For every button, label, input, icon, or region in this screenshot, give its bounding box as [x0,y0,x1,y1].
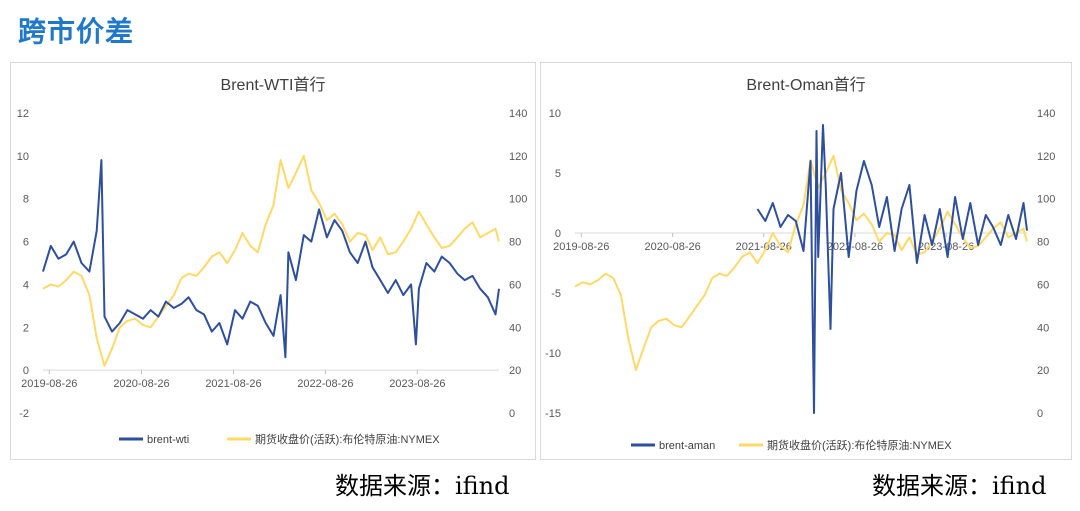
series-line-brent-price [42,154,500,367]
y-left-tick-label: 6 [23,237,29,249]
y-left-tick-label: -10 [545,348,561,360]
chart-title: Brent-WTI首行 [221,76,326,94]
y-left-tick-label: 12 [17,108,29,120]
page-title: 跨市价差 [18,15,135,48]
x-tick-label: 2022-08-26 [297,378,353,390]
legend-label: 期货收盘价(活跃):布伦特原油:NYMEX [767,438,952,452]
y-left-tick-label: 5 [555,168,561,180]
y-right-tick-label: 80 [509,237,521,249]
y-right-tick-label: 60 [1037,279,1049,291]
x-tick-label: 2020-08-26 [113,378,169,390]
y-right-tick-label: 100 [1037,194,1055,206]
y-right-tick-label: 0 [1037,408,1043,420]
y-right-tick-label: 80 [1037,237,1049,249]
x-tick-label: 2022-08-26 [827,241,883,253]
chart-brent-wti: Brent-WTI首行-2024681012020406080100120140… [17,76,528,446]
y-left-tick-label: -15 [545,408,561,420]
x-tick-label: 2021-08-26 [736,241,792,253]
y-right-tick-label: 20 [509,365,521,377]
y-right-tick-label: 40 [1037,322,1049,334]
y-right-tick-label: 60 [509,279,521,291]
series-line-spread [756,124,1028,414]
y-right-tick-label: 40 [509,322,521,334]
x-tick-label: 2019-08-26 [21,378,77,390]
y-left-tick-label: 4 [23,279,29,291]
y-left-tick-label: 0 [555,228,561,240]
y-right-tick-label: 20 [1037,365,1049,377]
y-left-tick-label: -5 [551,288,561,300]
legend-label: brent-wti [147,434,189,446]
y-left-tick-label: 0 [23,365,29,377]
x-tick-label: 2021-08-26 [205,378,261,390]
y-left-tick-label: 10 [17,151,29,163]
chart-panel-brent-wti: Brent-WTI首行 -2 0 2 4 6 8 10 12 0 20 40 60 80 100 120 140… [10,62,536,460]
y-left-tick-label: 10 [549,108,561,120]
y-right-tick-label: 0 [509,408,515,420]
legend-label: brent-aman [659,440,715,452]
y-right-tick-label: 100 [509,194,527,206]
x-tick-label: 2019-08-26 [553,241,609,253]
x-tick-label: 2023-08-26 [389,378,445,390]
legend-label: 期货收盘价(活跃):布伦特原油:NYMEX [255,432,440,446]
data-source-right: 数据来源：ifind [872,472,1047,500]
y-left-tick-label: 8 [23,194,29,206]
y-right-tick-label: 140 [509,108,527,120]
series-line-spread [42,159,500,359]
y-right-tick-label: 120 [1037,151,1055,163]
y-right-tick-label: 140 [1037,108,1055,120]
y-left-tick-label: 2 [23,322,29,334]
chart-brent-oman: Brent-Oman首行-15-10-505100204060801001201… [545,76,1055,452]
series-line-brent-price [574,154,1028,372]
x-tick-label: 2020-08-26 [645,241,701,253]
data-source-left: 数据来源：ifind [335,472,510,500]
y-left-tick-label: -2 [19,408,29,420]
chart-panel-brent-oman: Brent-Oman首行 -15 -10 -5 0 5 10 0 20 40 60 80 100 120 1… [540,62,1072,460]
chart-title: Brent-Oman首行 [746,76,865,94]
y-right-tick-label: 120 [509,151,527,163]
